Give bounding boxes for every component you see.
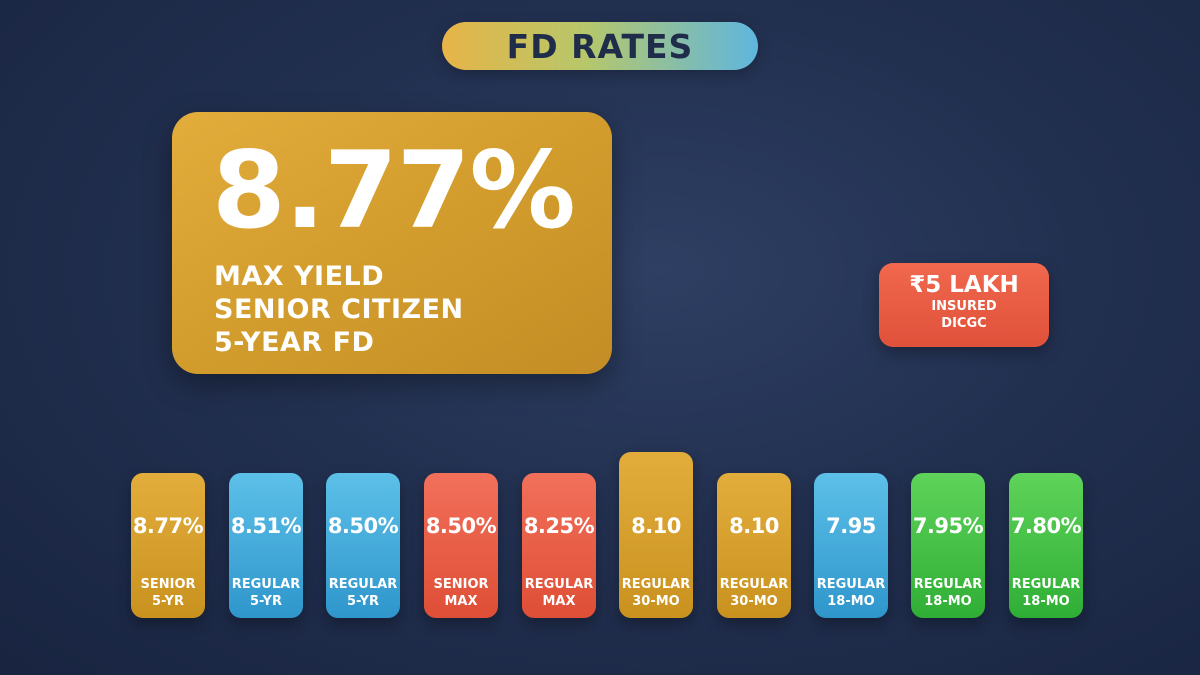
rate-card: 8.50% REGULAR 5-YR [326, 473, 400, 618]
rate-label: REGULAR 30-MO [619, 576, 693, 610]
rate-label-line1: REGULAR [524, 577, 594, 592]
rate-card: 8.51% REGULAR 5-YR [229, 473, 303, 618]
rate-card: 8.50% SENIOR MAX [424, 473, 498, 618]
hero-rate-value: 8.77% [212, 129, 576, 252]
rate-label: SENIOR 5-YR [131, 576, 205, 610]
rate-value: 8.50% [425, 514, 497, 538]
rate-label-line1: SENIOR [140, 577, 196, 592]
rate-value: 8.77% [132, 514, 204, 538]
insurance-badge: ₹5 LAKH INSURED DICGC [879, 263, 1049, 347]
rate-card: 8.77% SENIOR 5-YR [131, 473, 205, 618]
hero-line-2: SENIOR CITIZEN [214, 294, 464, 325]
rate-label: SENIOR MAX [424, 576, 498, 610]
rate-card: 7.95% REGULAR 18-MO [911, 473, 985, 618]
hero-caption: MAX YIELD SENIOR CITIZEN 5-YEAR FD [214, 260, 464, 359]
insurance-label: INSURED [931, 299, 997, 314]
rate-label: REGULAR 18-MO [814, 576, 888, 610]
rate-label-line2: 30-MO [632, 594, 680, 609]
rate-label-line2: 30-MO [730, 594, 778, 609]
rate-label: REGULAR MAX [522, 576, 596, 610]
rate-label-line2: 18-MO [924, 594, 972, 609]
rate-card: 7.95 REGULAR 18-MO [814, 473, 888, 618]
rate-label-line2: 18-MO [827, 594, 875, 609]
rate-label-line2: MAX [444, 594, 478, 609]
rate-label-line2: MAX [542, 594, 576, 609]
rate-label-line1: SENIOR [433, 577, 489, 592]
rate-value: 8.10 [729, 514, 779, 538]
rate-value: 8.10 [631, 514, 681, 538]
page-title: FD RATES [506, 26, 694, 66]
insurance-provider: DICGC [941, 316, 987, 331]
insurance-amount: ₹5 LAKH [909, 272, 1019, 298]
rate-value: 8.50% [327, 514, 399, 538]
rate-label: REGULAR 5-YR [326, 576, 400, 610]
rate-label: REGULAR 5-YR [229, 576, 303, 610]
rate-label: REGULAR 30-MO [717, 576, 791, 610]
rate-card: 8.25% REGULAR MAX [522, 473, 596, 618]
title-banner: FD RATES [442, 22, 758, 70]
rate-value: 7.95 [826, 514, 876, 538]
rate-card: 8.10 REGULAR 30-MO [619, 452, 693, 618]
hero-line-3: 5-YEAR FD [214, 327, 375, 358]
rate-value: 8.25% [523, 514, 595, 538]
rate-label-line2: 5-YR [347, 594, 379, 609]
rate-label: REGULAR 18-MO [911, 576, 985, 610]
rate-card: 7.80% REGULAR 18-MO [1009, 473, 1083, 618]
hero-card: 8.77% MAX YIELD SENIOR CITIZEN 5-YEAR FD [172, 112, 612, 374]
rate-value: 7.80% [1010, 514, 1082, 538]
rate-label-line1: REGULAR [1011, 577, 1081, 592]
rate-card: 8.10 REGULAR 30-MO [717, 473, 791, 618]
rate-label-line1: REGULAR [913, 577, 983, 592]
rate-label-line1: REGULAR [231, 577, 301, 592]
rate-value: 8.51% [230, 514, 302, 538]
rate-label-line2: 5-YR [250, 594, 282, 609]
rate-label-line2: 5-YR [152, 594, 184, 609]
rate-label-line1: REGULAR [719, 577, 789, 592]
rate-label-line2: 18-MO [1022, 594, 1070, 609]
rate-label-line1: REGULAR [621, 577, 691, 592]
rate-value: 7.95% [912, 514, 984, 538]
rate-label-line1: REGULAR [816, 577, 886, 592]
hero-line-1: MAX YIELD [214, 261, 385, 292]
rate-label-line1: REGULAR [328, 577, 398, 592]
rate-label: REGULAR 18-MO [1009, 576, 1083, 610]
